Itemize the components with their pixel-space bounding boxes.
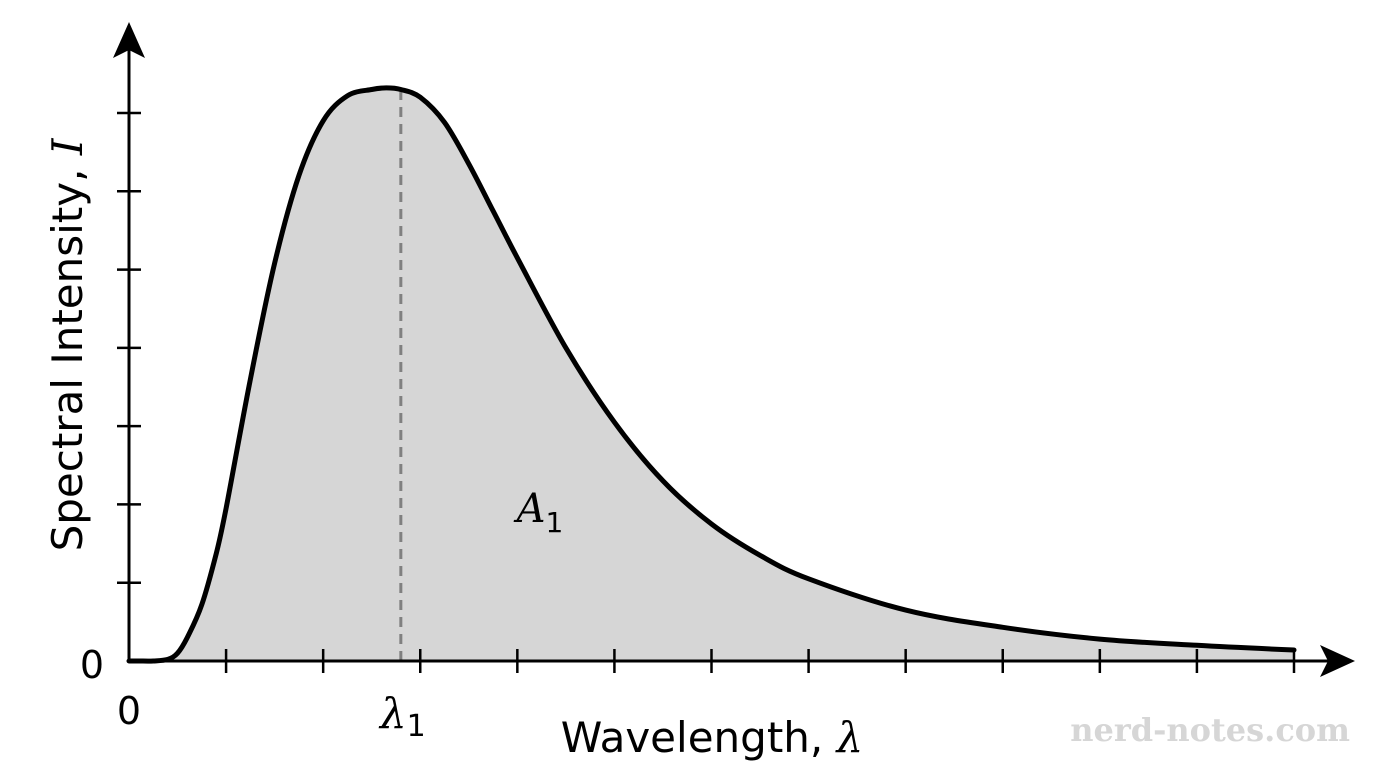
x-axis-arrowhead — [1320, 645, 1355, 677]
y-axis-arrowhead — [113, 22, 145, 58]
area-label: A1 — [513, 486, 564, 539]
y-origin-label: 0 — [80, 643, 104, 687]
y-axis-ticks — [117, 111, 141, 584]
watermark: nerd-notes.com — [1070, 711, 1350, 749]
x-axis-ticks — [224, 649, 1296, 673]
peak-wavelength-label: λ1 — [378, 689, 426, 744]
x-axis-title: Wavelength, λ — [561, 713, 863, 762]
y-axis-title: Spectral Intensity, I — [43, 137, 92, 551]
intensity-curve — [126, 85, 1297, 664]
x-origin-label: 0 — [117, 689, 141, 733]
area-under-curve — [129, 87, 1294, 662]
